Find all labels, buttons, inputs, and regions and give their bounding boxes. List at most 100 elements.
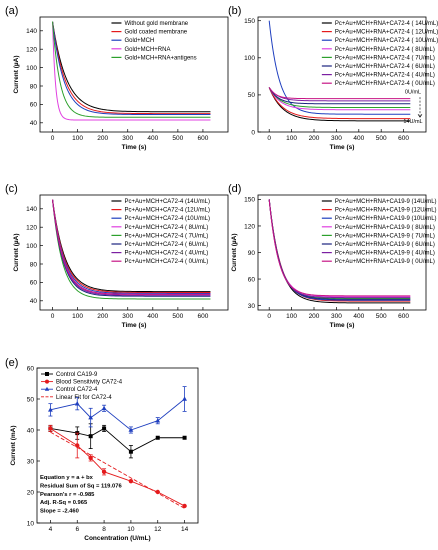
data-point — [182, 503, 187, 509]
data-point — [155, 489, 160, 495]
legend-entry: Pc+Au+MCH+RNA+CA19-9 ( 0U/mL) — [335, 259, 435, 265]
y-tick-label: 90 — [248, 250, 256, 257]
y-tick-label: 60 — [27, 365, 35, 372]
fit-statistics-line: Slope = -2.460 — [40, 509, 79, 515]
x-tick-label: 100 — [72, 313, 83, 320]
y-tick-label: 120 — [26, 225, 37, 232]
legend-entry: Without gold membrane — [124, 21, 188, 27]
x-tick-label: 500 — [376, 135, 387, 142]
series-line-7 — [268, 199, 411, 297]
x-tick-label: 0 — [267, 135, 271, 142]
x-axis-label: Time (s) — [122, 322, 147, 329]
y-tick-label: 60 — [248, 276, 256, 283]
y-tick-label: 150 — [244, 18, 255, 25]
panel-b: (b) 0 100 200 300 400 500 600 0 50 100 150 Time (s) P… — [228, 5, 438, 151]
y-tick-label: 80 — [30, 83, 38, 90]
data-point — [88, 415, 94, 420]
series-line-7 — [52, 199, 211, 295]
x-tick-label: 4 — [49, 526, 53, 533]
data-point — [101, 469, 107, 475]
y-tick-label: 20 — [27, 489, 35, 496]
x-tick-label: 400 — [147, 135, 158, 142]
legend-entry: Pc+Au+MCH+RNA+CA19-9 (12U/mL) — [335, 208, 437, 214]
legend-entry: Pc+Au+MCH+RNA+CA72-4 ( 8U/mL) — [335, 47, 435, 53]
x-tick-label: 200 — [309, 135, 320, 142]
y-axis-label: Current (µA) — [231, 233, 238, 271]
x-tick-label: 100 — [286, 313, 297, 320]
legend-entry: Pc+Au+MCH+RNA+CA72-4 ( 0U/mL) — [335, 81, 435, 87]
y-tick-label: 60 — [30, 280, 38, 287]
series-line-4 — [52, 21, 211, 118]
legend-entry: Pc+Au+MCH+RNA+CA19-9 ( 4U/mL) — [335, 251, 435, 257]
y-tick-label: 100 — [26, 65, 37, 72]
panel-e: (e) 4 6 8 10 12 14 10 20 30 40 50 60 Concentration (U… — [5, 357, 199, 542]
x-tick-label: 600 — [398, 135, 409, 142]
fit-statistics-line: Residual Sum of Sq = 119.076 — [40, 483, 122, 489]
x-tick-label: 300 — [122, 135, 133, 142]
y-tick-label: 40 — [27, 427, 35, 434]
legend-entry: Gold+MCH+RNA — [124, 47, 170, 53]
legend-entry: Pc+Au+MCH+RNA+CA19-9 ( 6U/mL) — [335, 242, 435, 248]
plot-frame — [36, 367, 199, 524]
legend-entry: Blood Sensitivity CA72-4 — [56, 380, 123, 386]
series-line-3 — [52, 21, 211, 121]
legend-entry: Pc+Au+MCH+CA72-4 ( 4U/mL) — [124, 251, 208, 257]
y-tick-label: 140 — [26, 206, 37, 213]
series-line-6 — [268, 199, 411, 299]
legend-entry: Pc+Au+MCH+RNA+CA72-4 ( 7U/mL) — [335, 55, 435, 61]
x-tick-label: 600 — [398, 313, 409, 320]
x-tick-label: 100 — [286, 135, 297, 142]
plot-frame — [39, 194, 229, 311]
legend-entry: Pc+Au+MCH+CA72-4 ( 6U/mL) — [124, 242, 208, 248]
data-point — [128, 478, 134, 484]
y-tick-label: 120 — [244, 223, 255, 230]
x-tick-label: 8 — [102, 526, 106, 533]
legend-entry: Pc+Au+MCH+RNA+CA72-4 ( 10U/mL) — [335, 38, 438, 44]
x-tick-label: 0 — [267, 313, 271, 320]
y-axis-label: Current (µA) — [13, 55, 20, 93]
x-tick-label: 600 — [198, 313, 209, 320]
data-point — [128, 427, 134, 432]
legend-entry: Pc+Au+MCH+CA72-4 (10U/mL) — [124, 216, 210, 222]
x-tick-label: 500 — [172, 313, 183, 320]
x-tick-label: 10 — [127, 526, 135, 533]
data-point — [48, 407, 53, 412]
x-tick-label: 300 — [331, 313, 342, 320]
legend-marker — [45, 372, 49, 376]
legend-entry: Pc+Au+MCH+RNA+CA19-9 (10U/mL) — [335, 216, 437, 222]
x-tick-label: 400 — [147, 313, 158, 320]
legend-entry: Gold coated membrane — [124, 30, 187, 36]
fit-statistics-line: Equation y = a + bx — [40, 475, 94, 481]
data-point — [88, 434, 93, 439]
panel-d: (d) 0 100 200 300 400 500 600 30 60 90 120 150 Time (… — [228, 183, 437, 329]
legend-entry: Pc+Au+MCH+CA72-4 (12U/mL) — [124, 208, 210, 214]
x-tick-label: 200 — [97, 313, 108, 320]
annotation-label: 14U/mL — [403, 119, 422, 125]
legend-entry: Pc+Au+MCH+CA72-4 ( 8U/mL) — [124, 225, 208, 231]
x-tick-label: 14 — [181, 526, 189, 533]
y-tick-label: 80 — [30, 261, 38, 268]
y-tick-label: 50 — [27, 396, 35, 403]
fit-statistics-line: Pearson's r = -0.985 — [40, 492, 95, 498]
x-tick-label: 400 — [353, 135, 364, 142]
series-line-5 — [268, 87, 411, 105]
data-point — [74, 401, 80, 406]
data-point — [182, 435, 187, 440]
series-line-7 — [268, 87, 411, 100]
y-tick-label: 0 — [251, 129, 255, 136]
panel-label: (c) — [5, 183, 18, 195]
legend-entry: Pc+Au+MCH+RNA+CA19-9 ( 7U/mL) — [335, 233, 435, 239]
y-tick-label: 120 — [26, 47, 37, 54]
panel-label: (b) — [228, 5, 241, 17]
fit-statistics-line: Adj. R-Sq = 0.965 — [40, 500, 88, 506]
legend-entry: Linear Fit for CA72-4 — [56, 395, 112, 401]
plot-frame — [39, 16, 229, 133]
series-line-3 — [268, 199, 411, 298]
series-line-4 — [268, 199, 411, 299]
y-tick-label: 30 — [27, 458, 35, 465]
x-tick-label: 100 — [72, 135, 83, 142]
series-line-2 — [52, 21, 211, 116]
x-tick-label: 6 — [75, 526, 79, 533]
legend-entry: Pc+Au+MCH+RNA+CA72-4 ( 12U/mL) — [335, 30, 438, 36]
